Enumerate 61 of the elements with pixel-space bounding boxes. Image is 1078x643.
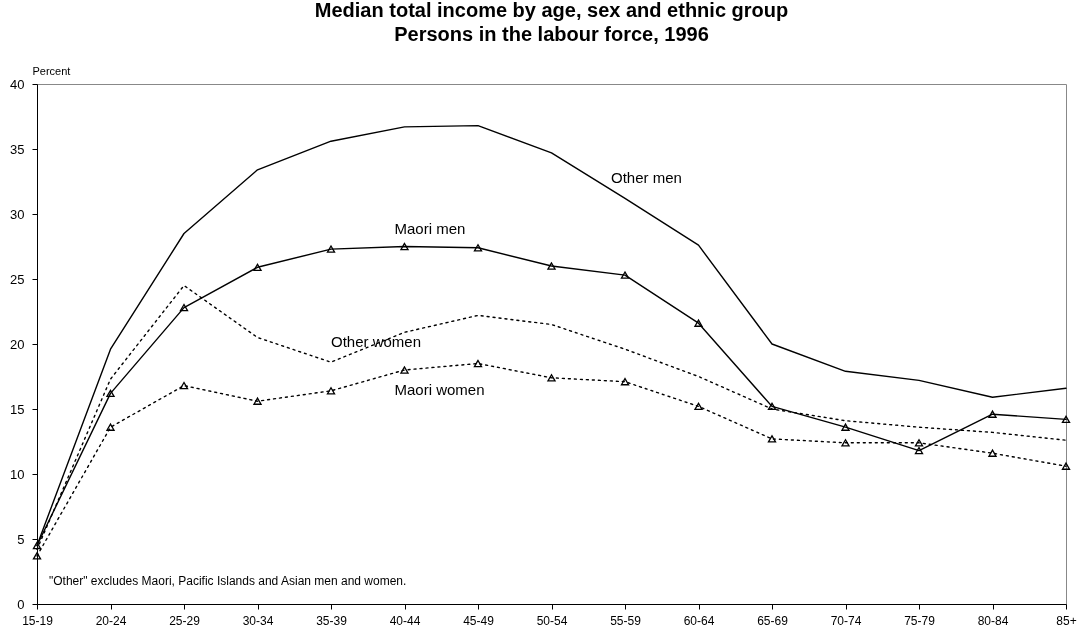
x-tick-label: 45-49 — [463, 613, 495, 628]
point — [253, 263, 262, 272]
point — [400, 366, 409, 374]
x-tick-label: 70-74 — [830, 613, 862, 628]
x-tick-label: 40-44 — [389, 613, 421, 628]
point — [841, 423, 850, 431]
point — [988, 410, 997, 418]
point — [473, 244, 483, 252]
x-tick-label: 35-39 — [316, 613, 348, 628]
annotation: "Other" excludes Maori, Pacific Islands and Asian men and women. — [49, 574, 407, 588]
point — [106, 389, 115, 398]
point — [1061, 415, 1071, 424]
x-tick-label: 15-19 — [22, 613, 54, 628]
point — [106, 423, 115, 431]
point — [914, 446, 924, 455]
chart-title: Median total income by age, sex and ethnic group — [314, 0, 789, 21]
x-tick-label: 80-84 — [977, 613, 1009, 628]
series-label: Other women — [331, 333, 422, 351]
point — [620, 271, 630, 279]
point — [694, 402, 703, 411]
y-tick-label: 30 — [10, 206, 25, 222]
point — [400, 242, 409, 251]
point — [253, 397, 262, 405]
y-tick-label: 25 — [10, 271, 25, 287]
series-label: Other men — [611, 169, 682, 187]
y-tick-label: 5 — [17, 531, 25, 547]
x-tick-label: 25-29 — [169, 613, 201, 628]
point — [1061, 462, 1071, 470]
y-tick-label: 0 — [17, 596, 25, 612]
series-label: Maori women — [394, 381, 485, 398]
point — [988, 449, 997, 457]
point — [179, 381, 189, 390]
point — [547, 262, 556, 270]
point — [326, 245, 336, 253]
y-tick-label: 40 — [10, 76, 25, 92]
point — [326, 387, 336, 395]
x-tick-label: 20-24 — [95, 613, 127, 628]
y-tick-label: 35 — [10, 141, 25, 157]
point — [547, 374, 556, 382]
point — [914, 439, 924, 447]
x-tick-label: 30-34 — [242, 613, 274, 628]
y-tick-label: 15 — [10, 401, 25, 417]
point — [32, 552, 42, 560]
x-tick-label: 55-59 — [610, 613, 642, 628]
series-label: Maori men — [394, 219, 466, 237]
point — [767, 402, 777, 411]
point — [620, 377, 630, 386]
point — [179, 303, 189, 312]
x-tick-label: 60-64 — [683, 613, 715, 628]
x-tick-label: 75-79 — [904, 613, 936, 628]
x-tick-label: 65-69 — [757, 613, 789, 628]
point — [473, 359, 483, 368]
point — [841, 439, 850, 447]
point — [694, 319, 703, 327]
point — [767, 435, 777, 443]
y-tick-label: 10 — [10, 466, 25, 482]
x-tick-label: 85+ — [1056, 613, 1077, 628]
y-axis-title: Percent — [32, 64, 71, 77]
x-tick-label: 50-54 — [536, 613, 568, 628]
y-tick-label: 20 — [10, 336, 25, 352]
chart-subtitle: Persons in the labour force, 1996 — [394, 23, 709, 45]
